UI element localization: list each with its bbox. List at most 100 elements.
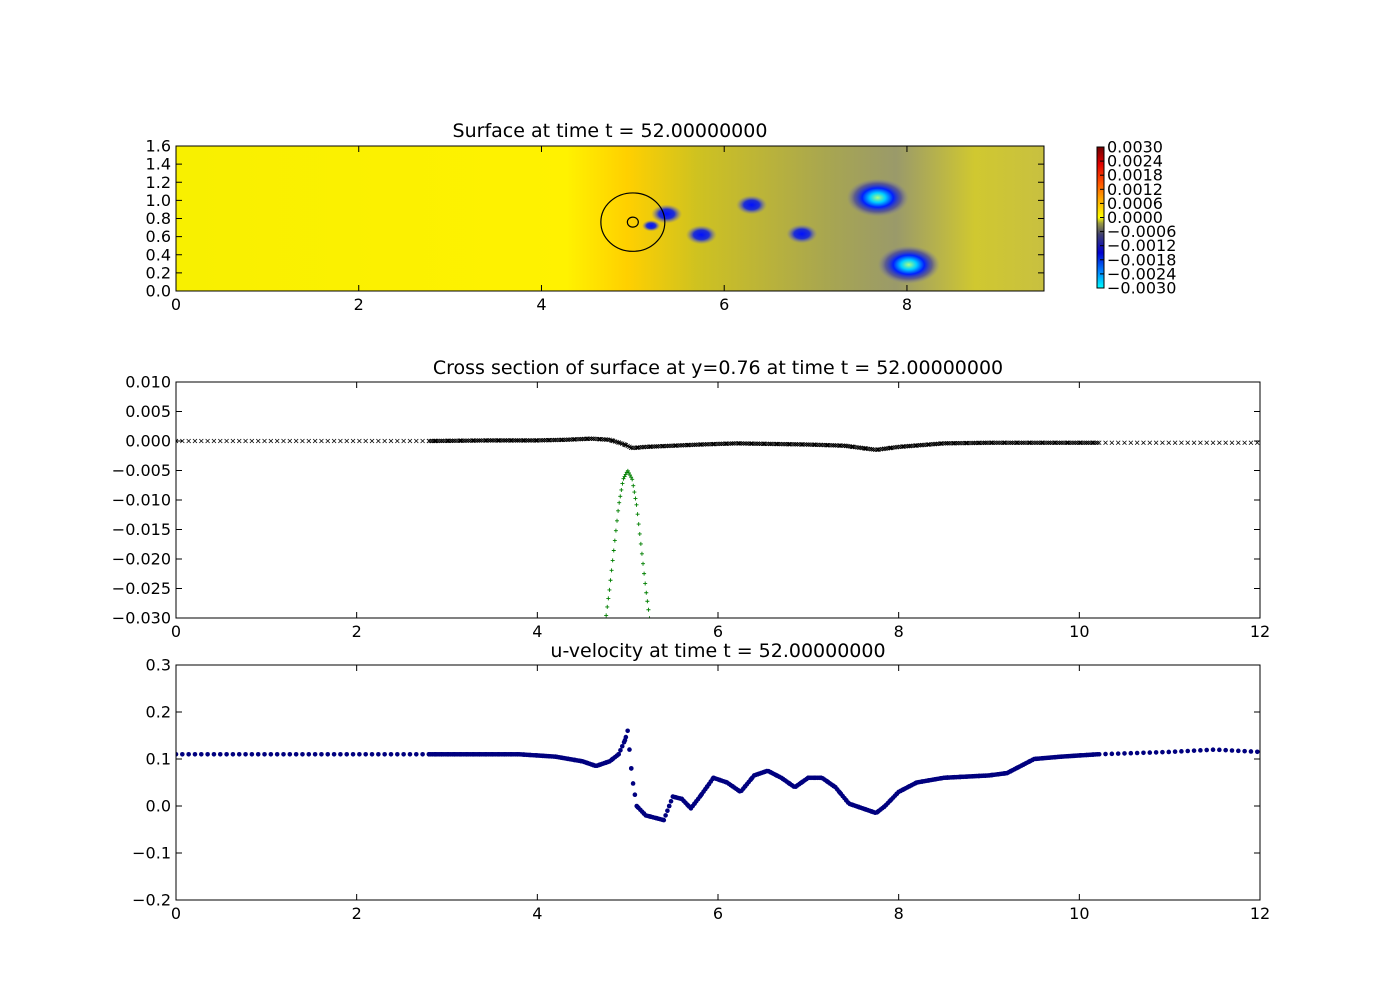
velocity-point: [293, 752, 299, 757]
surface-point: [176, 438, 179, 444]
surface-point: [473, 438, 479, 443]
surface-point: [690, 442, 695, 448]
bathymetry-point: [636, 522, 641, 527]
velocity-point: [1254, 749, 1260, 755]
surface-point: [518, 438, 524, 443]
velocity-point: [1248, 749, 1254, 754]
bathymetry-point: [644, 590, 649, 595]
depression-0: [651, 204, 683, 224]
surface-point: [802, 442, 808, 447]
velocity-point: [1229, 748, 1235, 753]
surface-point: [910, 443, 916, 449]
surface-point: [726, 441, 732, 446]
surface-point: [1185, 440, 1191, 446]
surface-point: [563, 437, 569, 443]
bathymetry-point: [626, 470, 631, 475]
surface-point: [450, 438, 455, 444]
surface-point: [1021, 440, 1026, 446]
x-tick-label: 2: [354, 295, 364, 314]
y-tick-label: 0.2: [146, 263, 171, 282]
bathymetry-point: [604, 613, 609, 618]
surface-point: [742, 441, 748, 446]
velocity-point: [1185, 748, 1191, 754]
y-tick-label: 0.0: [146, 282, 171, 301]
surface-point: [1229, 440, 1235, 446]
surface-point: [874, 447, 880, 453]
surface-point: [601, 437, 607, 442]
surface-point: [650, 444, 656, 449]
surface-point: [556, 437, 562, 443]
surface-point: [843, 443, 849, 449]
bathymetry-point: [610, 558, 615, 563]
bathymetry-point: [616, 508, 621, 513]
surface-point: [515, 438, 520, 443]
surface-point: [946, 441, 952, 446]
surface-point: [965, 440, 970, 446]
bathymetry-point: [628, 473, 633, 478]
velocity-point: [420, 752, 425, 757]
surface-point: [883, 446, 889, 451]
surface-point: [791, 442, 797, 447]
surface-point: [554, 437, 560, 443]
surface-point: [936, 441, 941, 447]
bathymetry-point: [612, 538, 617, 543]
surface-point: [838, 443, 844, 448]
surface-point: [217, 438, 223, 444]
surface-point: [592, 436, 598, 442]
surface-point: [1082, 440, 1088, 446]
surface-point: [789, 441, 795, 447]
surface-point: [934, 441, 939, 447]
surface-point: [719, 441, 724, 447]
surface-point: [878, 446, 883, 452]
surface-point: [1223, 440, 1228, 446]
surface-point: [827, 442, 833, 448]
velocity-point: [1210, 747, 1216, 752]
surface-point: [491, 438, 497, 443]
surface-point: [663, 443, 668, 449]
surface-point: [603, 437, 609, 442]
surface-point: [840, 443, 845, 448]
surface-point: [1153, 440, 1159, 446]
y-tick-label: −0.025: [112, 579, 171, 598]
surface-point: [571, 437, 576, 442]
surface-point: [186, 438, 191, 444]
surface-point: [547, 437, 553, 443]
surface-point: [319, 438, 324, 444]
surface-point: [681, 442, 686, 448]
surface-point: [1058, 440, 1064, 446]
surface-point: [750, 441, 755, 446]
surface-point: [325, 438, 331, 444]
depression-4: [786, 224, 818, 244]
y-tick-label: −0.020: [112, 550, 171, 569]
y-tick-label: 0.6: [146, 227, 171, 246]
surface-point: [350, 438, 356, 444]
surface-point: [984, 440, 990, 446]
bathymetry-point: [603, 622, 607, 626]
surface-point: [338, 438, 343, 444]
x-tick-label: 6: [713, 622, 723, 641]
y-tick-label: 0.0: [146, 797, 171, 816]
surface-point: [439, 438, 444, 444]
surface-point: [230, 438, 236, 444]
surface-point: [1022, 440, 1028, 446]
y-tick-label: −0.030: [112, 609, 171, 628]
surface-point: [795, 442, 800, 447]
velocity-point: [619, 743, 625, 749]
surface-point: [1075, 440, 1080, 446]
surface-point: [901, 444, 907, 449]
surface-point: [1062, 440, 1068, 446]
velocity-point: [663, 813, 668, 818]
surface-point: [551, 437, 556, 443]
surface-point: [661, 443, 667, 449]
surface-point: [974, 440, 979, 446]
surface-point: [262, 438, 267, 444]
surface-point: [961, 440, 966, 446]
surface-point: [636, 445, 641, 450]
bathymetry-point: [621, 476, 626, 481]
velocity-point: [1198, 748, 1203, 753]
velocity-point: [350, 752, 356, 757]
surface-point: [1160, 440, 1165, 446]
y-tick-label: −0.015: [112, 520, 171, 539]
surface-point: [1141, 440, 1146, 446]
colorbar-tick-label: 0.0000: [1107, 208, 1163, 227]
